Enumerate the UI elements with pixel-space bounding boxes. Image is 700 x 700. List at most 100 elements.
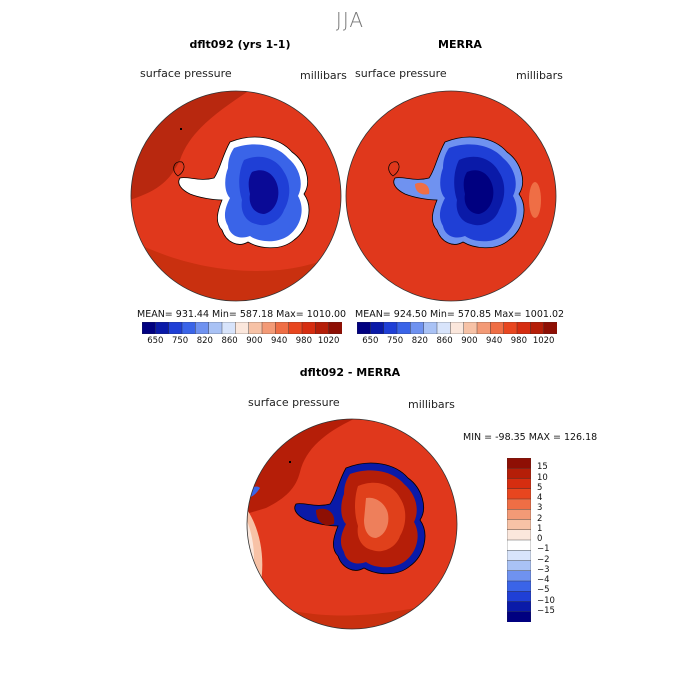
colorbar-swatch — [221, 322, 236, 334]
colorbar-swatch — [357, 322, 371, 334]
colorbar-tick-label: 750 — [386, 336, 404, 346]
diff-colorbar-tick-label: −4 — [537, 575, 550, 585]
right-colorbar — [357, 322, 557, 334]
right-polar-map — [345, 90, 557, 302]
right-stats: MEAN= 924.50 Min= 570.85 Max= 1001.02 — [355, 309, 565, 320]
left-polar-map — [130, 90, 342, 302]
colorbar-swatch — [476, 322, 491, 334]
diff-colorbar-swatch — [507, 601, 531, 613]
diff-colorbar-tick-label: 3 — [537, 503, 543, 514]
diff-colorbar-swatch — [507, 591, 531, 603]
colorbar-tick-label: 1020 — [532, 336, 555, 346]
colorbar-swatch — [155, 322, 170, 334]
diff-stats: MIN = -98.35 MAX = 126.18 — [463, 432, 598, 443]
diff-colorbar-swatch — [507, 539, 531, 551]
diff-colorbar-tick-label: 4 — [537, 493, 543, 503]
colorbar-tick-label: 1020 — [317, 336, 340, 346]
diff-colorbar — [507, 458, 531, 622]
diff-colorbar-tick-label: −3 — [537, 564, 550, 575]
diff-colorbar-tick-label: −15 — [537, 605, 555, 616]
diff-colorbar-tick-label: 1 — [537, 523, 543, 534]
colorbar-swatch — [301, 322, 316, 334]
right-peninsula-coast — [388, 161, 400, 177]
diff-colorbar-tick-label: 15 — [537, 462, 548, 473]
left-variable-label: surface pressure — [140, 67, 232, 80]
right-land-core — [463, 170, 494, 214]
colorbar-swatch — [490, 322, 505, 334]
right-colorbar-ticks: 650 750 820 860 900 940 980 1020 — [357, 336, 557, 348]
diff-colorbar-swatch — [507, 519, 531, 531]
diff-colorbar-tick-label: −2 — [537, 554, 550, 565]
colorbar-swatch — [195, 322, 210, 334]
diff-colorbar-tick-label: 10 — [537, 472, 548, 483]
colorbar-swatch — [288, 322, 303, 334]
colorbar-tick-label: 650 — [362, 336, 379, 346]
left-panel-title: dflt092 (yrs 1-1) — [189, 38, 291, 51]
colorbar-swatch — [261, 322, 276, 334]
colorbar-swatch — [328, 322, 342, 334]
colorbar-swatch — [275, 322, 290, 334]
colorbar-swatch — [516, 322, 531, 334]
diff-colorbar-swatch — [507, 488, 531, 500]
colorbar-tick-label: 940 — [271, 336, 288, 346]
left-map-border — [130, 90, 342, 302]
colorbar-swatch — [248, 322, 263, 334]
diff-panel-title: dflt092 - MERRA — [299, 366, 401, 379]
left-peninsula-coast — [173, 161, 185, 177]
diff-colorbar-ticks: 15 10 5 4 3 2 1 0 −1 −2 −3 −4 −5 −10 −15 — [537, 458, 577, 622]
diff-colorbar-swatch — [507, 529, 531, 541]
colorbar-tick-label: 980 — [510, 336, 527, 346]
colorbar-tick-label: 860 — [436, 336, 453, 346]
colorbar-swatch — [436, 322, 451, 334]
colorbar-tick-label: 860 — [221, 336, 238, 346]
colorbar-swatch — [463, 322, 478, 334]
colorbar-swatch — [235, 322, 250, 334]
diff-colorbar-swatch — [507, 458, 531, 469]
right-ocean-anomaly — [529, 182, 541, 218]
right-map-border — [345, 90, 557, 302]
colorbar-swatch — [543, 322, 557, 334]
colorbar-swatch — [181, 322, 196, 334]
diff-colorbar-swatch — [507, 468, 531, 480]
diff-colorbar-tick-label: 5 — [537, 482, 543, 493]
colorbar-swatch — [142, 322, 156, 334]
diff-colorbar-tick-label: −1 — [537, 544, 550, 555]
colorbar-tick-label: 820 — [411, 336, 428, 346]
diff-colorbar-swatch — [507, 478, 531, 490]
colorbar-swatch — [423, 322, 438, 334]
left-island — [180, 128, 182, 130]
diff-colorbar-tick-label: 0 — [537, 534, 543, 544]
left-units-label: millibars — [300, 69, 347, 82]
colorbar-tick-label: 650 — [147, 336, 164, 346]
right-panel-title: MERRA — [438, 38, 482, 51]
diff-colorbar-tick-label: −10 — [537, 595, 555, 606]
left-colorbar-ticks: 650 750 820 860 900 940 980 1020 — [142, 336, 342, 348]
diff-variable-label: surface pressure — [248, 396, 340, 409]
diff-land-core — [364, 497, 389, 538]
left-colorbar — [142, 322, 342, 334]
diff-colorbar-tick-label: 2 — [537, 513, 543, 524]
diff-colorbar-tick-label: −5 — [537, 585, 550, 596]
diff-colorbar-swatch — [507, 560, 531, 572]
colorbar-swatch — [370, 322, 385, 334]
diff-map-border — [246, 418, 458, 630]
diff-colorbar-swatch — [507, 498, 531, 510]
colorbar-tick-label: 900 — [461, 336, 478, 346]
left-land-core — [248, 170, 279, 214]
colorbar-swatch — [168, 322, 183, 334]
diff-colorbar-swatch — [507, 611, 531, 622]
colorbar-swatch — [208, 322, 223, 334]
colorbar-swatch — [315, 322, 330, 334]
colorbar-tick-label: 940 — [486, 336, 503, 346]
colorbar-swatch — [530, 322, 545, 334]
colorbar-swatch — [383, 322, 398, 334]
colorbar-swatch — [410, 322, 425, 334]
right-peninsula-high — [415, 182, 430, 195]
diff-polar-map — [246, 418, 458, 630]
colorbar-tick-label: 750 — [171, 336, 189, 346]
colorbar-tick-label: 820 — [196, 336, 213, 346]
diff-units-label: millibars — [408, 398, 455, 411]
diff-colorbar-swatch — [507, 509, 531, 521]
diff-peninsula — [316, 508, 335, 526]
colorbar-swatch — [396, 322, 411, 334]
